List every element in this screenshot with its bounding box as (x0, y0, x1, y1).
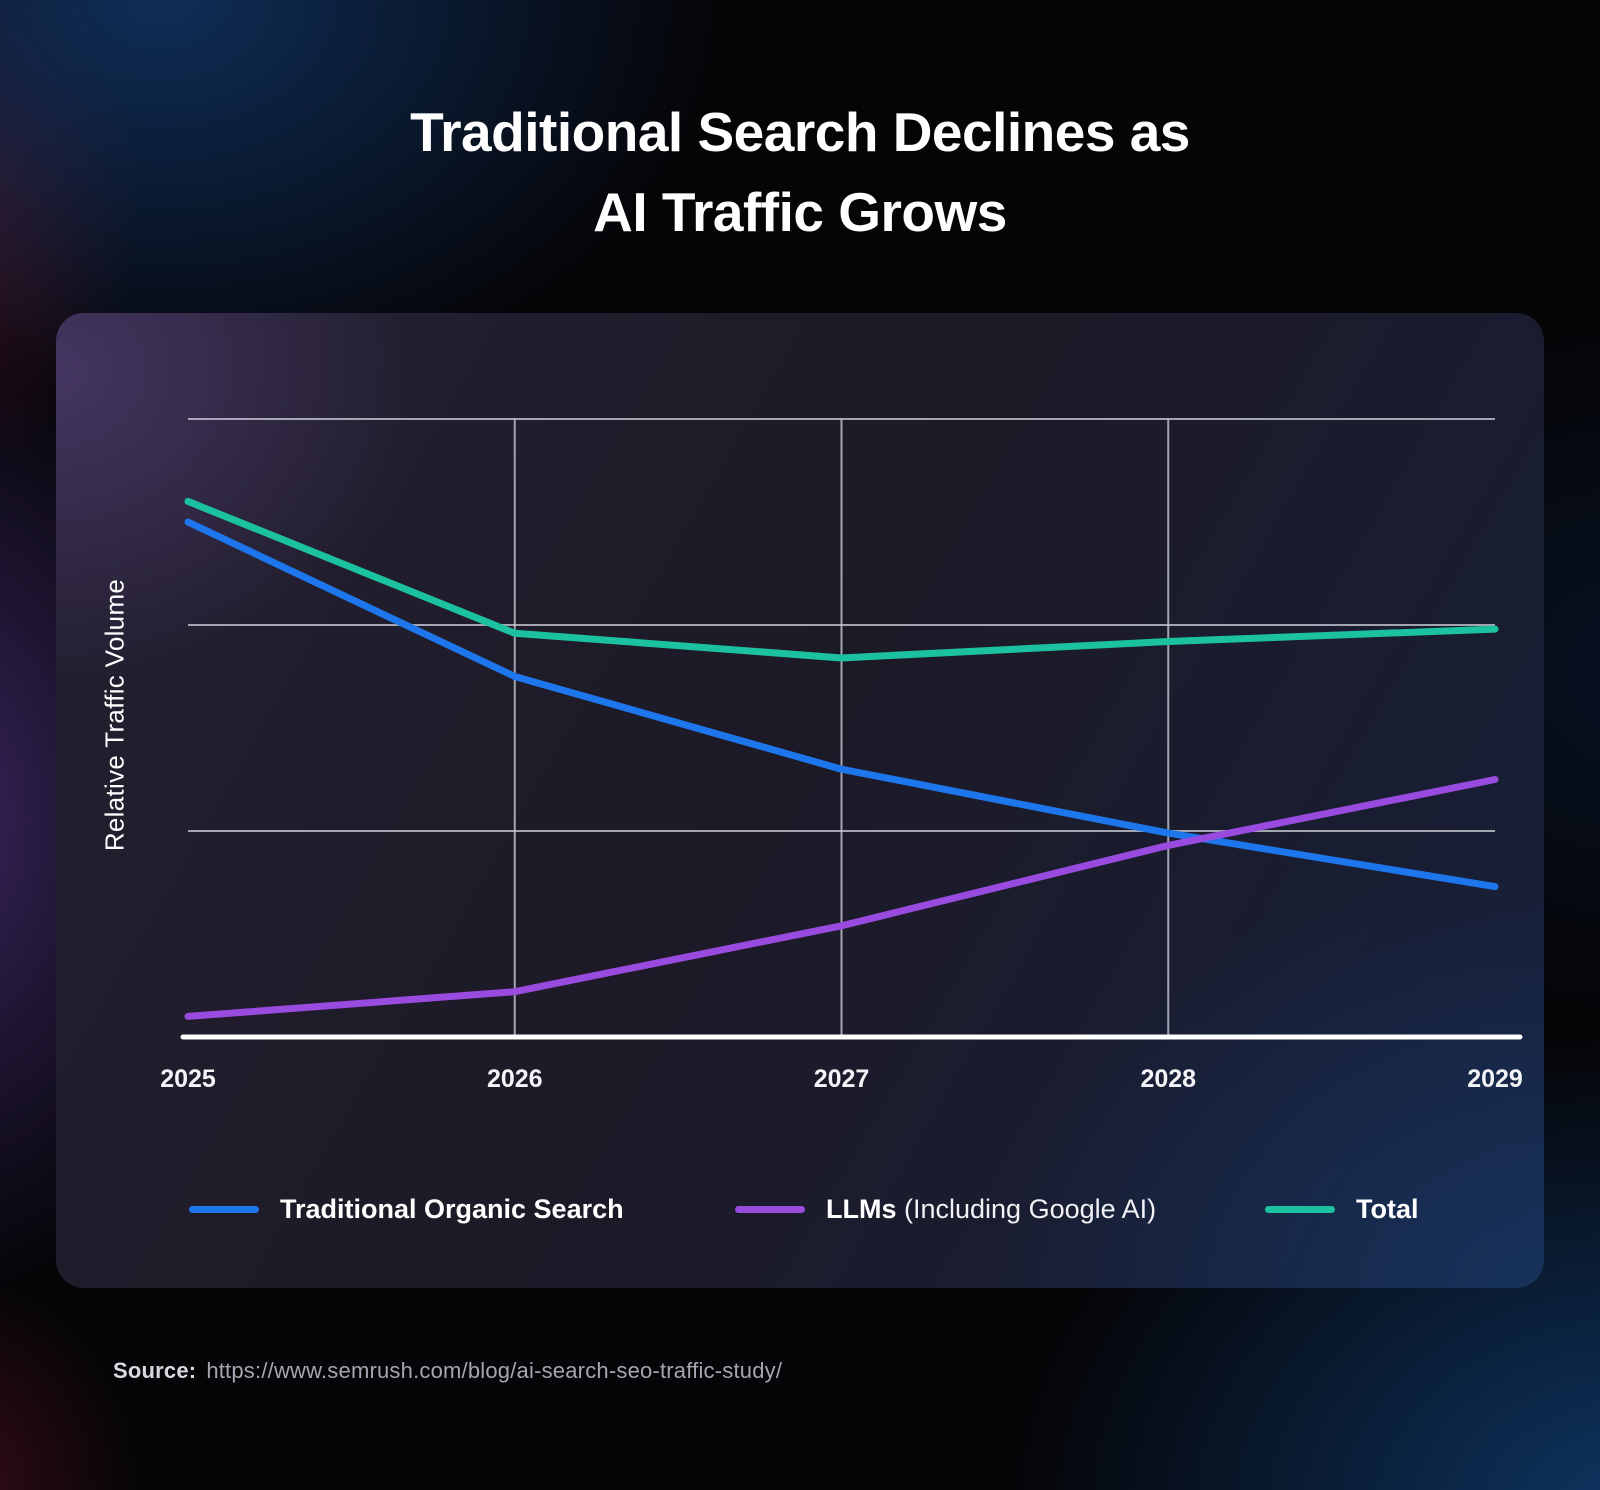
page-title: Traditional Search Declines as AI Traffi… (0, 92, 1600, 252)
x-tick-label-2028: 2028 (1140, 1065, 1196, 1093)
legend-swatch-blue (189, 1205, 259, 1213)
chart-card: 2025 2026 2027 2028 2029 Relative Traffic Vo… (56, 313, 1544, 1288)
legend-swatch-teal (1265, 1205, 1335, 1213)
x-tick-label-2027: 2027 (814, 1065, 870, 1093)
chart-legend: Traditional Organic Search LLMs (Includi… (56, 1189, 1544, 1233)
y-axis-label: Relative Traffic Volume (99, 578, 130, 852)
chart-svg: 2025 2026 2027 2028 2029 (160, 418, 1523, 1093)
legend-item-total: Total (1265, 1189, 1419, 1229)
legend-label: Traditional Organic Search (280, 1193, 624, 1224)
x-tick-label-2029: 2029 (1467, 1065, 1523, 1093)
title-line-1: Traditional Search Declines as (410, 101, 1190, 163)
legend-label: LLMs (Including Google AI) (826, 1193, 1157, 1224)
source-url: https://www.semrush.com/blog/ai-search-s… (206, 1358, 783, 1383)
legend-item-traditional-organic-search: Traditional Organic Search (189, 1189, 624, 1229)
legend-label: Total (1356, 1193, 1419, 1224)
legend-item-llms: LLMs (Including Google AI) (735, 1189, 1156, 1229)
title-line-2: AI Traffic Grows (593, 181, 1007, 243)
x-tick-label-2025: 2025 (160, 1065, 216, 1093)
source-row: Source: https://www.semrush.com/blog/ai-s… (113, 1358, 782, 1384)
legend-swatch-purple (735, 1205, 805, 1213)
x-tick-label-2026: 2026 (487, 1065, 543, 1093)
source-label: Source: (113, 1358, 197, 1383)
